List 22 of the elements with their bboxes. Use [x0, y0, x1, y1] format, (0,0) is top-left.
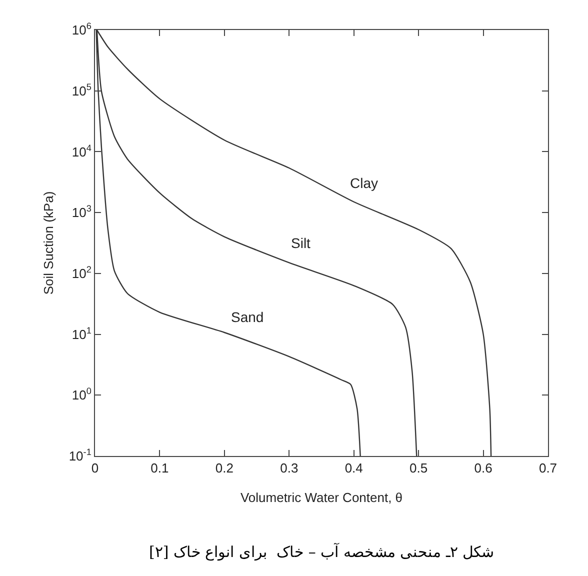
x-tick-label: 0.4 — [344, 460, 363, 476]
x-axis-title: Volumetric Water Content, θ — [240, 490, 403, 506]
x-tick-label: 0.6 — [474, 460, 492, 476]
x-tick-label: 0 — [91, 460, 99, 476]
y-tick-label: 10$^{1}$ — [72, 325, 92, 342]
y-tick-label: 10$^{2}$ — [72, 264, 92, 281]
y-tick-label: 10$^{5}$ — [72, 82, 92, 98]
y-tick-label: 10$^{6}$ — [72, 21, 92, 38]
x-tick-label: 0.3 — [280, 460, 298, 476]
y-tick-label: 10$^{3}$ — [72, 204, 92, 220]
x-tick-label: 0.7 — [538, 460, 558, 476]
y-tick-label: 10$^{4}$ — [72, 142, 92, 160]
x-tick-label: 0.2 — [215, 460, 234, 476]
series-label: Sand — [231, 309, 264, 325]
series-label: Clay — [350, 175, 378, 191]
x-tick-label: 0.1 — [150, 460, 169, 476]
y-axis-title: Soil Suction (kPa) — [40, 191, 56, 295]
text: شکل ۲ـ منحنی مشخصه آب – خاک برای انواع خاک [۲] — [149, 543, 495, 561]
y-tick-label: 10$^{0}$ — [72, 386, 92, 403]
series-label: Silt — [291, 235, 311, 251]
y-tick-label: 10$^{-1}$ — [68, 447, 92, 464]
x-tick-label: 0.5 — [410, 460, 428, 476]
